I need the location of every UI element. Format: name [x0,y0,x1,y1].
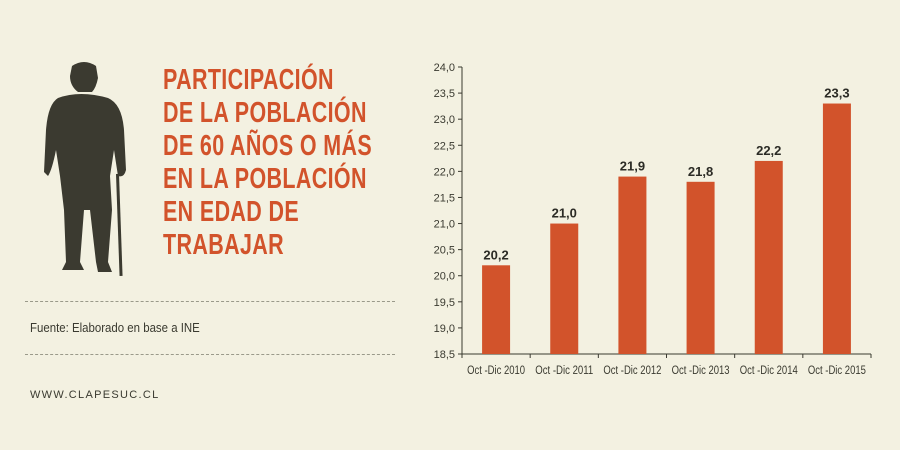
divider [25,301,395,302]
y-tick-label: 22,5 [434,140,455,152]
x-tick-label: Oct -Dic 2010 [467,365,525,377]
data-label: 20,2 [483,247,508,262]
elderly-man-silhouette-icon [44,62,126,276]
bar [686,181,715,354]
title-line: PARTICIPACIÓN [163,64,334,96]
y-tick-label: 18,5 [434,349,455,361]
title-line: EN LA POBLACIÓN [163,163,367,195]
y-tick-label: 19,5 [434,297,455,309]
bar [822,103,851,354]
data-label: 21,0 [552,206,577,221]
data-label: 22,2 [756,143,781,158]
bar [550,223,579,354]
title-line: EN EDAD DE [163,196,300,228]
divider [25,354,395,355]
source-text: Fuente: Elaborado en base a INE [30,320,200,335]
y-tick-label: 24,0 [434,62,455,74]
bar [618,176,647,354]
data-label: 21,9 [620,159,645,174]
bar [482,265,511,354]
data-label: 21,8 [688,164,713,179]
y-tick-label: 23,5 [434,88,455,100]
x-tick-label: Oct -Dic 2013 [672,365,730,377]
y-tick-label: 22,0 [434,166,455,178]
title-line: DE 60 AÑOS O MÁS [163,130,373,162]
chart-title: PARTICIPACIÓN DE LA POBLACIÓN DE 60 AÑOS… [163,64,372,262]
y-tick-label: 20,0 [434,271,455,283]
x-tick-label: Oct -Dic 2011 [535,365,593,377]
title-line: DE LA POBLACIÓN [163,97,367,129]
y-tick-label: 21,0 [434,219,455,231]
y-tick-label: 21,5 [434,192,455,204]
x-tick-label: Oct -Dic 2014 [740,365,798,377]
x-tick-label: Oct -Dic 2012 [603,365,661,377]
bar [754,160,783,354]
y-tick-label: 20,5 [434,245,455,257]
data-label: 23,3 [824,86,849,101]
title-line: TRABAJAR [163,229,284,261]
website-link[interactable]: WWW.CLAPESUC.CL [30,389,160,401]
y-tick-label: 19,0 [434,323,455,335]
y-tick-label: 23,0 [434,114,455,126]
x-tick-label: Oct -Dic 2015 [808,365,866,377]
